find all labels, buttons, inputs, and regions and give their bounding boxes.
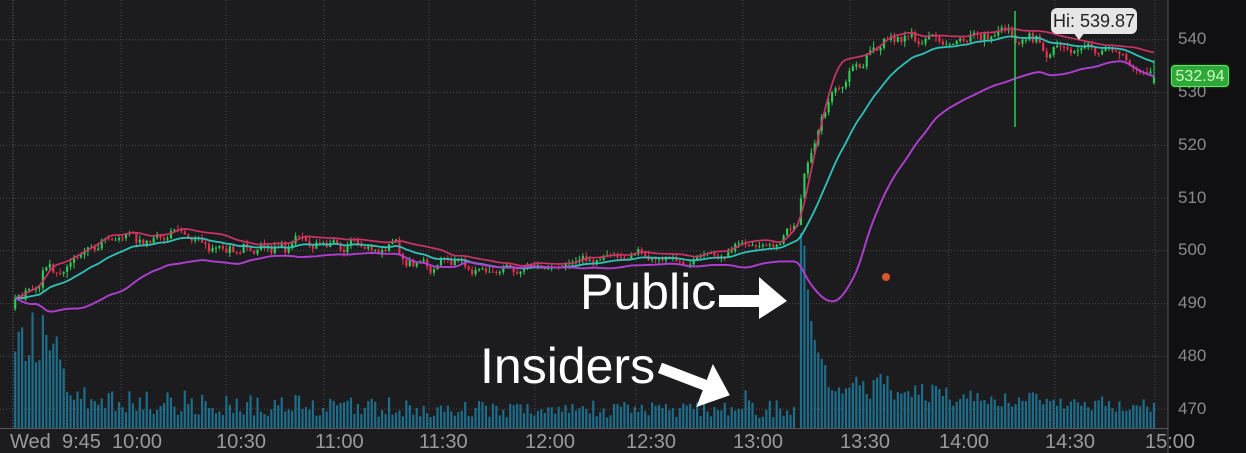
svg-text:Public: Public	[580, 264, 716, 320]
svg-text:Insiders: Insiders	[480, 338, 655, 394]
